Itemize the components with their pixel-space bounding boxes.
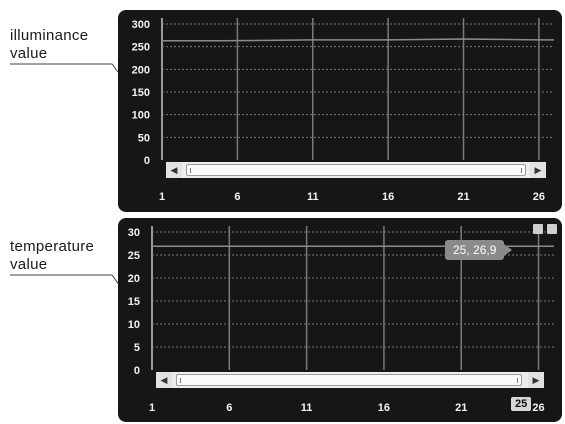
- x-tick-label: 21: [455, 402, 467, 414]
- temperature-leader: [10, 274, 131, 301]
- save-icon[interactable]: [533, 224, 543, 234]
- grip-icon: [521, 168, 522, 173]
- y-tick-label: 20: [128, 273, 140, 285]
- illuminance-chart-panel: 0 50 100 150 200 250 300 1 6 11 16 21 26 ◀ ▶: [118, 10, 562, 212]
- arrow-right-icon: ▶: [534, 165, 542, 175]
- scroll-right-button[interactable]: ▶: [528, 372, 544, 388]
- arrow-left-icon: ◀: [170, 165, 178, 175]
- x-tick-label: 1: [159, 191, 165, 203]
- x-tick-label: 11: [301, 402, 313, 414]
- y-tick-label: 25: [128, 250, 140, 262]
- temperature-chart-panel: 0 5 10 15 20 25 30 1 6 11 16 21 26 25, 26,9 ◀ ▶ 25: [118, 218, 562, 422]
- y-tick-label: 300: [132, 19, 150, 31]
- y-tick-label: 5: [134, 342, 140, 354]
- scrollbar-thumb[interactable]: [176, 374, 522, 386]
- arrow-left-icon: ◀: [160, 375, 168, 385]
- y-tick-label: 30: [128, 227, 140, 239]
- y-tick-label: 0: [144, 155, 150, 167]
- illuminance-scrollbar[interactable]: ◀ ▶: [166, 162, 546, 178]
- scrollbar-thumb[interactable]: [186, 164, 526, 176]
- x-tick-label: 16: [382, 191, 394, 203]
- x-tick-label: 26: [532, 402, 544, 414]
- y-tick-label: 10: [128, 319, 140, 331]
- scroll-left-button[interactable]: ◀: [156, 372, 172, 388]
- y-tick-label: 200: [132, 64, 150, 76]
- illuminance-callout-line1: illuminance: [10, 27, 89, 44]
- grip-icon: [190, 168, 191, 173]
- illuminance-callout: illuminance value: [10, 27, 88, 63]
- grip-icon: [180, 378, 181, 383]
- temperature-callout-line1: temperature: [10, 238, 95, 255]
- scroll-left-button[interactable]: ◀: [166, 162, 182, 178]
- x-tick-label: 1: [149, 402, 155, 414]
- grip-icon: [517, 378, 518, 383]
- y-tick-label: 50: [138, 132, 150, 144]
- y-tick-label: 0: [134, 365, 140, 377]
- x-tick-label: 6: [226, 402, 232, 414]
- y-tick-label: 15: [128, 296, 140, 308]
- series-line: [162, 38, 554, 42]
- y-tick-label: 100: [132, 110, 150, 122]
- illuminance-callout-line2: value: [10, 45, 48, 62]
- temperature-callout: temperature value: [10, 238, 94, 274]
- x-tick-label: 21: [457, 191, 469, 203]
- illuminance-leader: [10, 63, 131, 89]
- x-tick-label: 26: [533, 191, 545, 203]
- x-tick-label: 11: [307, 191, 319, 203]
- arrow-right-icon: ▶: [532, 375, 540, 385]
- x-tick-label: 6: [234, 191, 240, 203]
- scroll-right-button[interactable]: ▶: [530, 162, 546, 178]
- data-point-tooltip: 25, 26,9: [445, 240, 513, 260]
- y-tick-label: 150: [132, 87, 150, 99]
- temperature-scrollbar[interactable]: ◀ ▶: [156, 372, 544, 388]
- y-tick-label: 250: [132, 42, 150, 54]
- print-icon[interactable]: [547, 224, 557, 234]
- temperature-callout-line2: value: [10, 256, 48, 273]
- x-cursor-marker: 25: [511, 397, 532, 411]
- x-tick-label: 16: [378, 402, 390, 414]
